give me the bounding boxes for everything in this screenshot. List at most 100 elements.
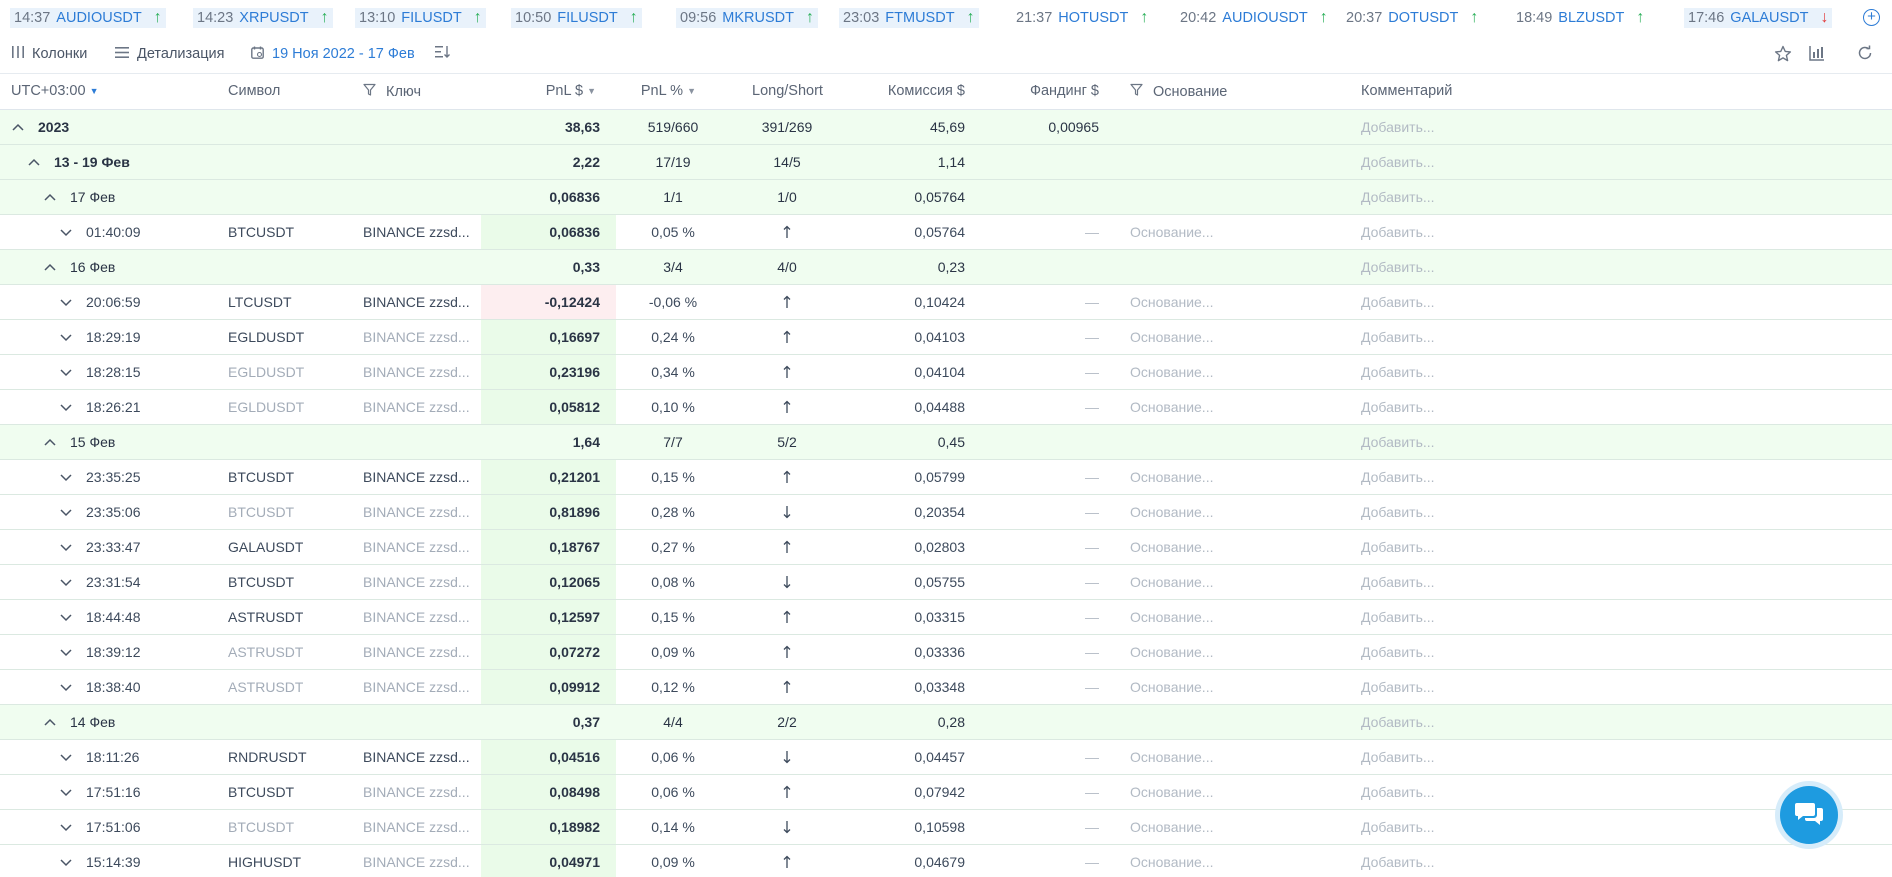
header-key[interactable]: Ключ (363, 83, 421, 100)
comment-add-link[interactable]: Добавить... (1361, 329, 1435, 345)
comment-add-link[interactable]: Добавить... (1361, 644, 1435, 660)
header-reason[interactable]: Основание (1130, 83, 1227, 100)
chevron-up-icon[interactable] (28, 145, 42, 179)
chevron-down-icon[interactable] (60, 285, 74, 319)
add-ticker-icon[interactable]: + (1863, 9, 1880, 26)
table-row[interactable]: 18:28:15 EGLDUSDT BINANCE zzsd... 0,23196 0,… (0, 355, 1892, 390)
star-icon[interactable] (1773, 45, 1793, 65)
comment-add-link[interactable]: Добавить... (1361, 399, 1435, 415)
group-row[interactable]: 15 Фев 1,64 7/7 5/2 0,45 Добавить... (0, 425, 1892, 460)
table-row[interactable]: 18:11:26 RNDRUSDT BINANCE zzsd... 0,04516 0,… (0, 740, 1892, 775)
reason-input[interactable]: Основание... (1130, 784, 1214, 800)
comment-add-link[interactable]: Добавить... (1361, 294, 1435, 310)
chevron-down-icon[interactable] (60, 635, 74, 669)
comment-add-link[interactable]: Добавить... (1361, 749, 1435, 765)
reason-input[interactable]: Основание... (1130, 469, 1214, 485)
table-row[interactable]: 01:40:09 BTCUSDT BINANCE zzsd... 0,06836 0,0… (0, 215, 1892, 250)
table-row[interactable]: 18:38:40 ASTRUSDT BINANCE zzsd... 0,09912 0,… (0, 670, 1892, 705)
header-funding[interactable]: Фандинг $ (1029, 83, 1099, 99)
reason-input[interactable]: Основание... (1130, 819, 1214, 835)
chevron-down-icon[interactable] (60, 530, 74, 564)
chevron-up-icon[interactable] (44, 705, 58, 739)
ticker-item[interactable]: 20:42 AUDIOUSDT ↑ (1176, 8, 1332, 28)
group-row[interactable]: 14 Фев 0,37 4/4 2/2 0,28 Добавить... (0, 705, 1892, 740)
filter-icon[interactable] (363, 83, 376, 100)
ticker-item[interactable]: 09:56 MKRUSDT ↑ (676, 8, 818, 28)
table-row[interactable]: 17:51:06 BTCUSDT BINANCE zzsd... 0,18982 0,1… (0, 810, 1892, 845)
group-row[interactable]: 13 - 19 Фев 2,22 17/19 14/5 1,14 Добавить... (0, 145, 1892, 180)
chevron-down-icon[interactable] (60, 495, 74, 529)
reason-input[interactable]: Основание... (1130, 749, 1214, 765)
comment-add-link[interactable]: Добавить... (1361, 539, 1435, 555)
ticker-item[interactable]: 23:03 FTMUSDT ↑ (839, 8, 979, 28)
ticker-item[interactable]: 21:37 HOTUSDT ↑ (1012, 8, 1152, 28)
ticker-item[interactable]: 14:23 XRPUSDT ↑ (193, 8, 333, 28)
sort-settings-button[interactable] (435, 44, 451, 64)
group-row[interactable]: 2023 38,63 519/660 391/269 45,69 0,00965 Добав… (0, 110, 1892, 145)
header-pnl-usd[interactable]: PnL $ ▼ (500, 83, 596, 99)
reason-input[interactable]: Основание... (1130, 644, 1214, 660)
timezone-select[interactable]: UTC+03:00 ▼ (11, 83, 98, 99)
detail-button[interactable]: Детализация (115, 44, 224, 64)
reason-input[interactable]: Основание... (1130, 364, 1214, 380)
comment-add-link[interactable]: Добавить... (1361, 679, 1435, 695)
comment-add-link[interactable]: Добавить... (1361, 819, 1435, 835)
chevron-down-icon[interactable] (60, 845, 74, 877)
table-row[interactable]: 18:29:19 EGLDUSDT BINANCE zzsd... 0,16697 0,… (0, 320, 1892, 355)
comment-add-link[interactable]: Добавить... (1361, 504, 1435, 520)
comment-add-link[interactable]: Добавить... (1361, 434, 1435, 450)
chevron-down-icon[interactable] (60, 215, 74, 249)
header-pnl-pct[interactable]: PnL % ▼ (600, 83, 696, 99)
comment-add-link[interactable]: Добавить... (1361, 154, 1435, 170)
ticker-item[interactable]: 14:37 AUDIOUSDT ↑ (10, 8, 166, 28)
refresh-icon[interactable] (1855, 45, 1875, 65)
ticker-item[interactable]: 10:50 FILUSDT ↑ (511, 8, 642, 28)
chat-button[interactable] (1780, 786, 1838, 844)
chevron-down-icon[interactable] (60, 775, 74, 809)
comment-add-link[interactable]: Добавить... (1361, 469, 1435, 485)
comment-add-link[interactable]: Добавить... (1361, 854, 1435, 870)
chevron-up-icon[interactable] (44, 250, 58, 284)
chevron-down-icon[interactable] (60, 355, 74, 389)
ticker-item[interactable]: 20:37 DOTUSDT ↑ (1342, 8, 1482, 28)
reason-input[interactable]: Основание... (1130, 609, 1214, 625)
comment-add-link[interactable]: Добавить... (1361, 224, 1435, 240)
header-comment[interactable]: Комментарий (1361, 83, 1453, 99)
comment-add-link[interactable]: Добавить... (1361, 189, 1435, 205)
chevron-up-icon[interactable] (12, 110, 26, 144)
table-row[interactable]: 23:33:47 GALAUSDT BINANCE zzsd... 0,18767 0,… (0, 530, 1892, 565)
reason-input[interactable]: Основание... (1130, 574, 1214, 590)
table-row[interactable]: 15:14:39 HIGHUSDT BINANCE zzsd... 0,04971 0,… (0, 845, 1892, 877)
reason-input[interactable]: Основание... (1130, 539, 1214, 555)
group-row[interactable]: 16 Фев 0,33 3/4 4/0 0,23 Добавить... (0, 250, 1892, 285)
reason-input[interactable]: Основание... (1130, 679, 1214, 695)
reason-input[interactable]: Основание... (1130, 504, 1214, 520)
comment-add-link[interactable]: Добавить... (1361, 574, 1435, 590)
chevron-up-icon[interactable] (44, 425, 58, 459)
chevron-up-icon[interactable] (44, 180, 58, 214)
reason-input[interactable]: Основание... (1130, 294, 1214, 310)
comment-add-link[interactable]: Добавить... (1361, 119, 1435, 135)
chevron-down-icon[interactable] (60, 810, 74, 844)
chart-icon[interactable] (1807, 45, 1827, 65)
table-row[interactable]: 20:06:59 LTCUSDT BINANCE zzsd... -0,12424 -0… (0, 285, 1892, 320)
table-row[interactable]: 18:44:48 ASTRUSDT BINANCE zzsd... 0,12597 0,… (0, 600, 1892, 635)
ticker-item[interactable]: 17:46 GALAUSDT ↓ (1684, 8, 1833, 28)
chevron-down-icon[interactable] (60, 460, 74, 494)
filter-icon[interactable] (1130, 83, 1143, 100)
reason-input[interactable]: Основание... (1130, 329, 1214, 345)
table-row[interactable]: 23:35:06 BTCUSDT BINANCE zzsd... 0,81896 0,2… (0, 495, 1892, 530)
comment-add-link[interactable]: Добавить... (1361, 714, 1435, 730)
comment-add-link[interactable]: Добавить... (1361, 259, 1435, 275)
comment-add-link[interactable]: Добавить... (1361, 784, 1435, 800)
chevron-down-icon[interactable] (60, 390, 74, 424)
chevron-down-icon[interactable] (60, 565, 74, 599)
date-range-picker[interactable]: 19 Ноя 2022 - 17 Фев (251, 44, 415, 64)
header-commission[interactable]: Комиссия $ (887, 83, 965, 99)
ticker-item[interactable]: 13:10 FILUSDT ↑ (355, 8, 486, 28)
ticker-item[interactable]: 18:49 BLZUSDT ↑ (1512, 8, 1648, 28)
comment-add-link[interactable]: Добавить... (1361, 609, 1435, 625)
group-row[interactable]: 17 Фев 0,06836 1/1 1/0 0,05764 Добавить... (0, 180, 1892, 215)
reason-input[interactable]: Основание... (1130, 224, 1214, 240)
header-long-short[interactable]: Long/Short (752, 83, 823, 99)
